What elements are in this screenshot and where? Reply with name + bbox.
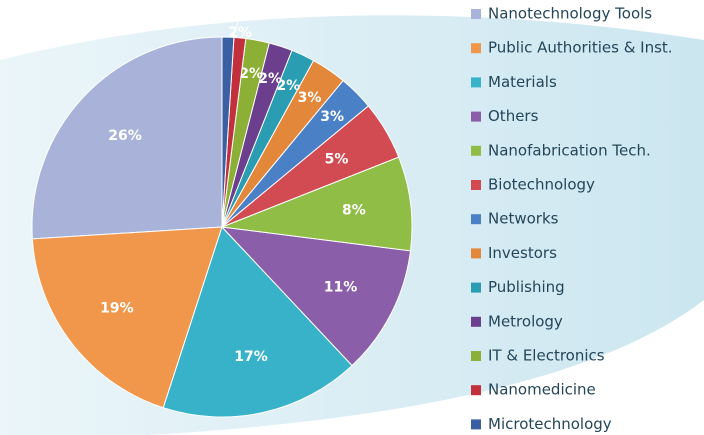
legend-swatch — [471, 419, 481, 430]
legend-swatch — [471, 43, 481, 54]
data-label: 11% — [324, 279, 358, 295]
legend-label: Publishing — [488, 278, 565, 296]
legend-swatch — [471, 9, 481, 19]
legend-label: Metrology — [488, 312, 563, 330]
data-label: 2% — [276, 78, 300, 94]
data-label: 3% — [320, 109, 344, 125]
legend-swatch — [471, 316, 481, 327]
legend-label: Nanomedicine — [488, 381, 596, 399]
pie-slice — [31, 226, 223, 409]
pie-slice — [162, 226, 353, 418]
data-label: 5% — [325, 151, 349, 167]
pie-slice — [31, 36, 223, 240]
data-label: 2% — [258, 71, 282, 87]
legend-swatch — [471, 214, 481, 225]
legend-swatch — [471, 111, 481, 122]
legend-swatch — [471, 351, 481, 361]
data-label: 17% — [234, 349, 268, 365]
legend-label: Biotechnology — [488, 176, 595, 194]
legend-swatch — [471, 180, 481, 190]
legend-swatch — [471, 145, 481, 156]
data-label: 19% — [100, 301, 134, 317]
legend-label: Investors — [488, 244, 557, 262]
legend-label: Public Authorities & Inst. — [488, 39, 673, 57]
data-label: 8% — [342, 202, 366, 218]
pie-slice — [220, 226, 412, 367]
legend-label: Nanotechnology Tools — [488, 5, 652, 23]
data-label: 2% — [239, 66, 263, 82]
legend-swatch — [471, 385, 481, 396]
legend-swatch — [471, 77, 481, 88]
legend-label: Networks — [488, 210, 559, 228]
legend-swatch — [471, 248, 481, 259]
pie-slice — [221, 36, 235, 228]
data-label: 3% — [298, 90, 322, 106]
pie-slice — [221, 156, 413, 252]
data-label: 26% — [108, 128, 142, 144]
legend-swatch — [471, 282, 481, 293]
legend-label: Nanofabrication Tech. — [488, 141, 651, 159]
legend-label: Others — [488, 107, 539, 125]
legend-label: Microtechnology — [488, 415, 612, 433]
legend-label: Materials — [488, 73, 557, 91]
legend-label: IT & Electronics — [488, 347, 605, 365]
